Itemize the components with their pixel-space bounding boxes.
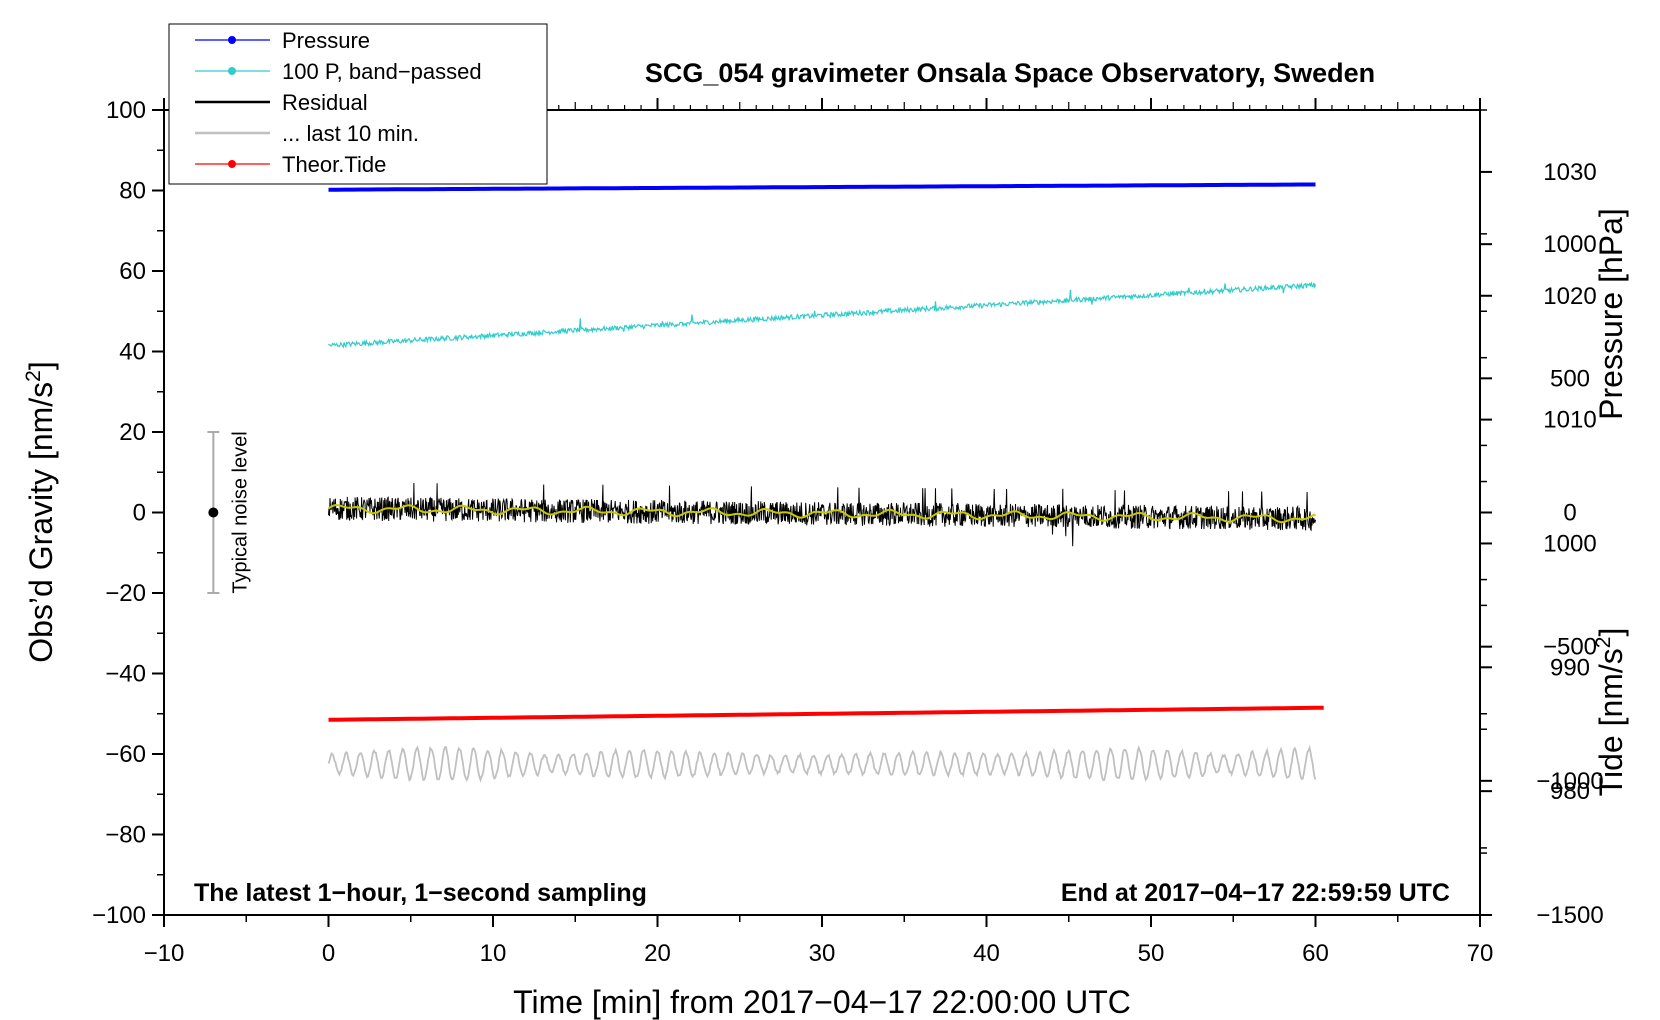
x-tick-label: 50 <box>1138 940 1165 967</box>
legend-label: ... last 10 min. <box>282 121 419 146</box>
y-axis-title-left-main: Obs’d Gravity [nm/s <box>23 382 59 663</box>
annotation-end-time: End at 2017−04−17 22:59:59 UTC <box>1061 879 1450 907</box>
x-tick-label: 60 <box>1302 940 1329 967</box>
legend-label: 100 P, band−passed <box>282 59 482 84</box>
legend-swatch-marker <box>228 160 236 168</box>
y-axis-title-left-sup: 2 <box>22 370 45 382</box>
y-tick-label: 100 <box>106 97 146 124</box>
series-layer <box>327 182 1324 783</box>
y-axis-title-tide-main: Tide [nm/s <box>1593 648 1629 796</box>
tide-tick-label: −1500 <box>1536 902 1603 929</box>
legend-label: Residual <box>282 90 368 115</box>
y-tick-label: −100 <box>92 902 146 929</box>
y-tick-label: 60 <box>119 258 146 285</box>
y-tick-label: 0 <box>133 500 146 527</box>
legend-entry: Theor.Tide <box>195 152 386 177</box>
legend-entry: Pressure <box>195 28 370 53</box>
y-tick-label: −20 <box>105 580 146 607</box>
pressure-tick-label: 1020 <box>1543 283 1596 310</box>
noise-label: Typical noise level <box>229 431 251 593</box>
pressure-tick-label: 990 <box>1550 654 1590 681</box>
y-tick-label: 20 <box>119 419 146 446</box>
x-tick-label: 40 <box>973 940 1000 967</box>
series-residual-smoothed <box>327 503 1316 524</box>
x-tick-label: 30 <box>809 940 836 967</box>
y-axis-title-pressure: Pressure [hPa] <box>1593 208 1629 420</box>
x-tick-label: −10 <box>144 940 185 967</box>
x-axis-title: Time [min] from 2017−04−17 22:00:00 UTC <box>513 984 1131 1020</box>
series-residual <box>328 482 1316 547</box>
noise-bar-point <box>208 507 219 518</box>
chart-title: SCG_054 gravimeter Onsala Space Observat… <box>645 58 1375 88</box>
series-band-passed <box>328 281 1317 349</box>
y-tick-label: 80 <box>119 178 146 205</box>
series-last-10-min <box>327 744 1317 783</box>
x-tick-label: 10 <box>480 940 507 967</box>
annotation-sampling: The latest 1−hour, 1−second sampling <box>194 879 647 907</box>
legend-swatch-marker <box>228 36 236 44</box>
legend-entry: Residual <box>195 90 368 115</box>
legend-entry: 100 P, band−passed <box>195 59 482 84</box>
legend-swatch-marker <box>228 67 236 75</box>
x-tick-label: 70 <box>1467 940 1494 967</box>
y-tick-label: −80 <box>105 822 146 849</box>
tide-tick-label: 0 <box>1563 500 1576 527</box>
y-axis-title-tide: Tide [nm/s2] <box>1592 628 1629 797</box>
pressure-tick-label: 980 <box>1550 778 1590 805</box>
y-tick-label: 40 <box>119 339 146 366</box>
legend-box <box>168 23 548 185</box>
legend: Pressure 100 P, band−passed Residual ... la… <box>168 23 548 185</box>
legend-label: Theor.Tide <box>282 152 386 177</box>
y-axis-title-left: Obs’d Gravity [nm/s2] <box>22 361 59 663</box>
pressure-tick-label: 1010 <box>1543 407 1596 434</box>
legend-label: Pressure <box>282 28 370 53</box>
y-axis-title-left-end: ] <box>23 361 59 370</box>
tide-tick-label: 500 <box>1550 365 1590 392</box>
x-tick-label: 20 <box>644 940 671 967</box>
x-tick-label: 0 <box>322 940 335 967</box>
y-axis-title-tide-end: ] <box>1593 628 1629 637</box>
tide-tick-label: −500 <box>1543 634 1597 661</box>
ticks-layer: −10 0 10 20 30 40 50 60 70−100−80−60−40−20020406… <box>92 97 1604 967</box>
series-pressure <box>328 182 1316 192</box>
y-tick-label: −40 <box>105 661 146 688</box>
legend-entry: ... last 10 min. <box>195 121 419 146</box>
pressure-tick-label: 1030 <box>1543 159 1596 186</box>
y-tick-label: −60 <box>105 741 146 768</box>
pressure-tick-label: 1000 <box>1543 530 1596 557</box>
y-axis-title-tide-sup: 2 <box>1592 637 1615 649</box>
series-theor-tide <box>328 705 1324 722</box>
tide-tick-label: 1000 <box>1543 231 1596 258</box>
noise-bar: Typical noise level <box>207 431 251 594</box>
tide-tick-label: −1000 <box>1536 768 1603 795</box>
